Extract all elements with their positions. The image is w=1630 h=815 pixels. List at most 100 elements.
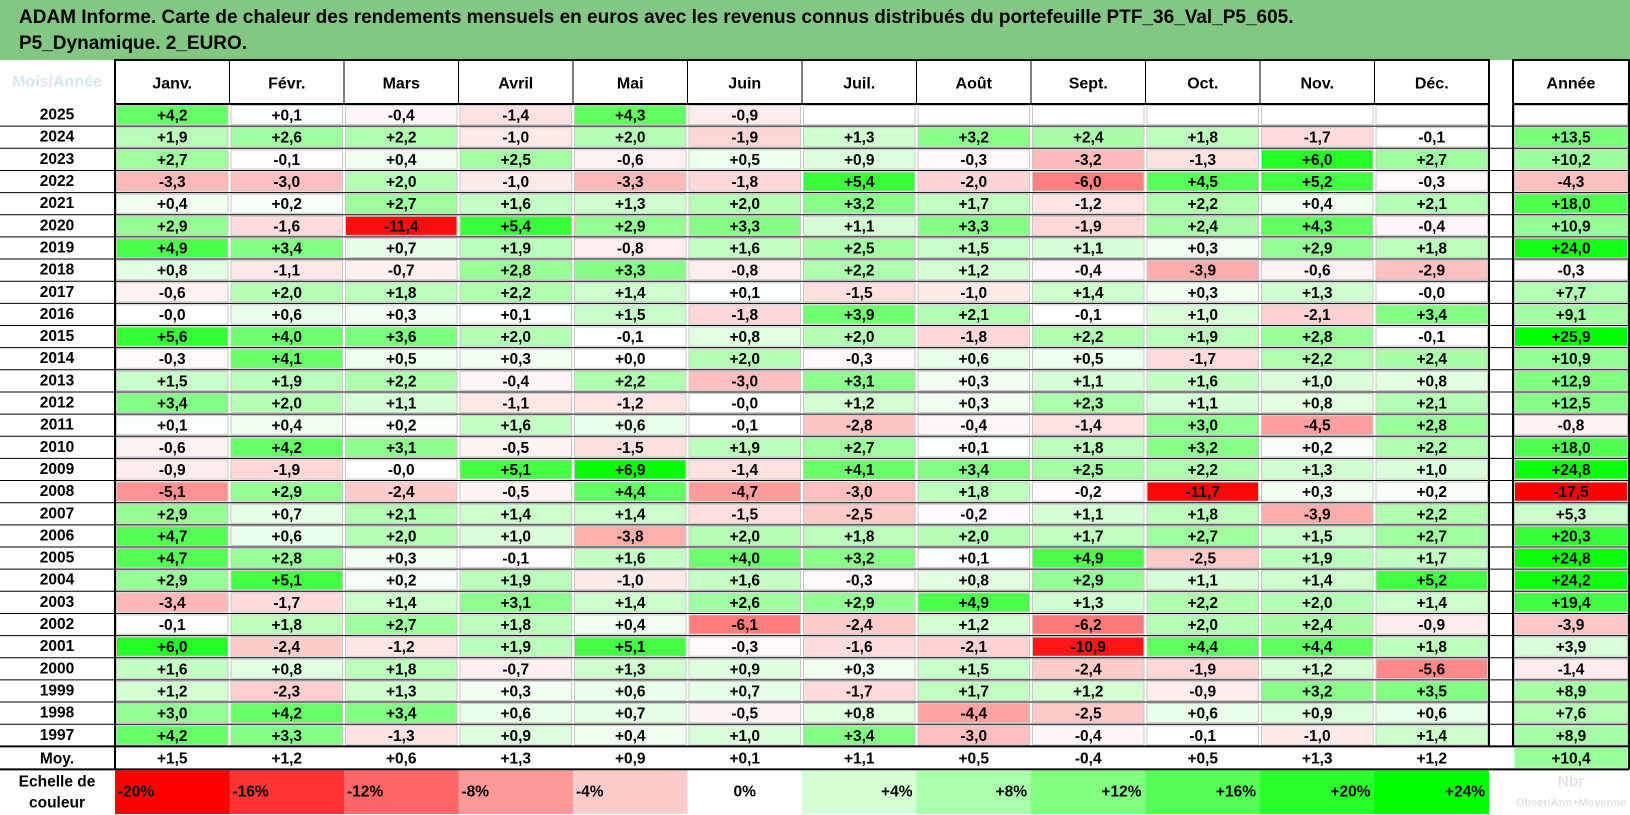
year-total-cell bbox=[1514, 503, 1628, 524]
heatmap-cell bbox=[917, 614, 1030, 635]
year-total-value: +20,3 bbox=[1551, 528, 1591, 545]
cell-value: +0,8 bbox=[271, 661, 302, 678]
cell-value: +3,3 bbox=[271, 728, 302, 745]
heatmap-cell bbox=[459, 392, 572, 414]
cell-value: +0,8 bbox=[157, 263, 188, 280]
heatmap-cell bbox=[688, 503, 801, 524]
heatmap-cell bbox=[917, 237, 1030, 259]
cell-value: +1,4 bbox=[615, 285, 646, 302]
cell-value: +3,5 bbox=[1416, 683, 1447, 700]
cell-value: +1,4 bbox=[386, 595, 417, 612]
heatmap-cell bbox=[1375, 614, 1488, 635]
cell-value: +1,8 bbox=[1187, 506, 1218, 523]
cell-value: -1,2 bbox=[617, 396, 644, 413]
heatmap-cell bbox=[1146, 392, 1259, 414]
heatmap-cell bbox=[1375, 171, 1488, 192]
heatmap-cell bbox=[917, 703, 1030, 724]
cell-value: -0,3 bbox=[1418, 174, 1445, 191]
heatmap-cell bbox=[1375, 237, 1488, 259]
cell-value: +4,1 bbox=[271, 351, 302, 368]
cell-value: +0,9 bbox=[500, 728, 531, 745]
cell-value: +2,0 bbox=[729, 528, 760, 545]
cell-value: +2,9 bbox=[1073, 573, 1104, 590]
cell-value: +2,2 bbox=[1416, 506, 1447, 523]
heatmap-cell bbox=[803, 636, 916, 657]
cell-value: +1,7 bbox=[958, 196, 989, 213]
heatmap-cell bbox=[116, 481, 229, 502]
cell-value: +1,9 bbox=[271, 373, 302, 390]
year-total-cell bbox=[1514, 326, 1628, 347]
cell-value: -1,1 bbox=[273, 263, 300, 280]
column-header: Avril bbox=[498, 76, 533, 93]
heatmap-cell bbox=[1032, 725, 1145, 746]
cell-value: -1,7 bbox=[1189, 351, 1216, 368]
cell-value: -3,2 bbox=[1075, 152, 1102, 169]
year-total-cell bbox=[1514, 127, 1628, 148]
heatmap-cell bbox=[230, 525, 343, 546]
scale-swatch bbox=[802, 770, 917, 814]
heatmap-cell bbox=[459, 725, 572, 746]
heatmap-cell bbox=[1146, 437, 1259, 458]
year-total-value: +24,0 bbox=[1551, 240, 1590, 257]
row-label: 2018 bbox=[40, 262, 75, 279]
heatmap-cell bbox=[116, 415, 229, 436]
row-label: 2007 bbox=[40, 505, 74, 522]
cell-value: +0,1 bbox=[157, 418, 188, 435]
cell-value: +1,2 bbox=[958, 617, 989, 634]
cell-value: +2,9 bbox=[271, 484, 302, 501]
column-header: Nov. bbox=[1301, 76, 1334, 93]
cell-value: +1,2 bbox=[1073, 683, 1104, 700]
heatmap-cell bbox=[574, 370, 687, 391]
cell-value: +3,2 bbox=[1187, 440, 1218, 457]
cell-value: +2,7 bbox=[157, 152, 188, 169]
cell-value: +1,3 bbox=[1302, 285, 1333, 302]
year-total-value: -4,3 bbox=[1558, 174, 1585, 191]
heatmap-cell bbox=[459, 326, 572, 347]
cell-value: +2,2 bbox=[1187, 595, 1218, 612]
cell-value: +0,3 bbox=[500, 351, 531, 368]
heatmap-cell bbox=[345, 149, 458, 170]
cell-value: -0,3 bbox=[159, 351, 186, 368]
cell-value: +0,6 bbox=[271, 528, 302, 545]
cell-value: +0,8 bbox=[1302, 396, 1333, 413]
heatmap-cell bbox=[345, 703, 458, 724]
cell-value: +0,2 bbox=[1416, 484, 1447, 501]
heatmap-cell bbox=[917, 282, 1030, 303]
heatmap-cell bbox=[1261, 149, 1374, 170]
column-header: Janv. bbox=[152, 76, 192, 93]
row-label: 2006 bbox=[40, 527, 75, 544]
year-total-value: -0,8 bbox=[1558, 418, 1585, 435]
heatmap-cell bbox=[459, 415, 572, 436]
heatmap-cell bbox=[1146, 680, 1259, 702]
heatmap-cell bbox=[688, 592, 801, 613]
cell-value: +0,6 bbox=[500, 706, 531, 723]
heatmap-cell bbox=[1146, 614, 1259, 635]
year-total-cell bbox=[1514, 105, 1628, 126]
heatmap-cell bbox=[230, 725, 343, 746]
heatmap-cell bbox=[230, 459, 343, 480]
heatmap-cell bbox=[574, 680, 687, 702]
cell-value: +5,2 bbox=[1302, 174, 1333, 191]
heatmap-cell bbox=[803, 348, 916, 369]
average-value: +0,5 bbox=[1187, 750, 1218, 767]
heatmap-cell bbox=[1261, 193, 1374, 214]
heatmap-cell bbox=[803, 127, 916, 148]
heatmap-cell bbox=[459, 437, 572, 458]
cell-value: +0,4 bbox=[615, 728, 646, 745]
heatmap-cell bbox=[1261, 348, 1374, 369]
cell-value: +1,8 bbox=[500, 617, 531, 634]
heatmap-cell bbox=[917, 392, 1030, 414]
cell-value: -3,0 bbox=[846, 484, 873, 501]
cell-value: +2,2 bbox=[615, 373, 646, 390]
cell-value: +0,1 bbox=[271, 108, 302, 125]
cell-value: +4,0 bbox=[271, 329, 302, 346]
heatmap-cell bbox=[230, 304, 343, 325]
heatmap-cell bbox=[1146, 326, 1259, 347]
cell-value: +3,4 bbox=[1416, 307, 1447, 324]
heatmap-cell bbox=[574, 260, 687, 281]
cell-value: +2,0 bbox=[844, 329, 875, 346]
heatmap-cell bbox=[1146, 570, 1259, 591]
heatmap-cell bbox=[116, 725, 229, 746]
heatmap-cell bbox=[917, 459, 1030, 480]
heatmap-cell bbox=[459, 570, 572, 591]
